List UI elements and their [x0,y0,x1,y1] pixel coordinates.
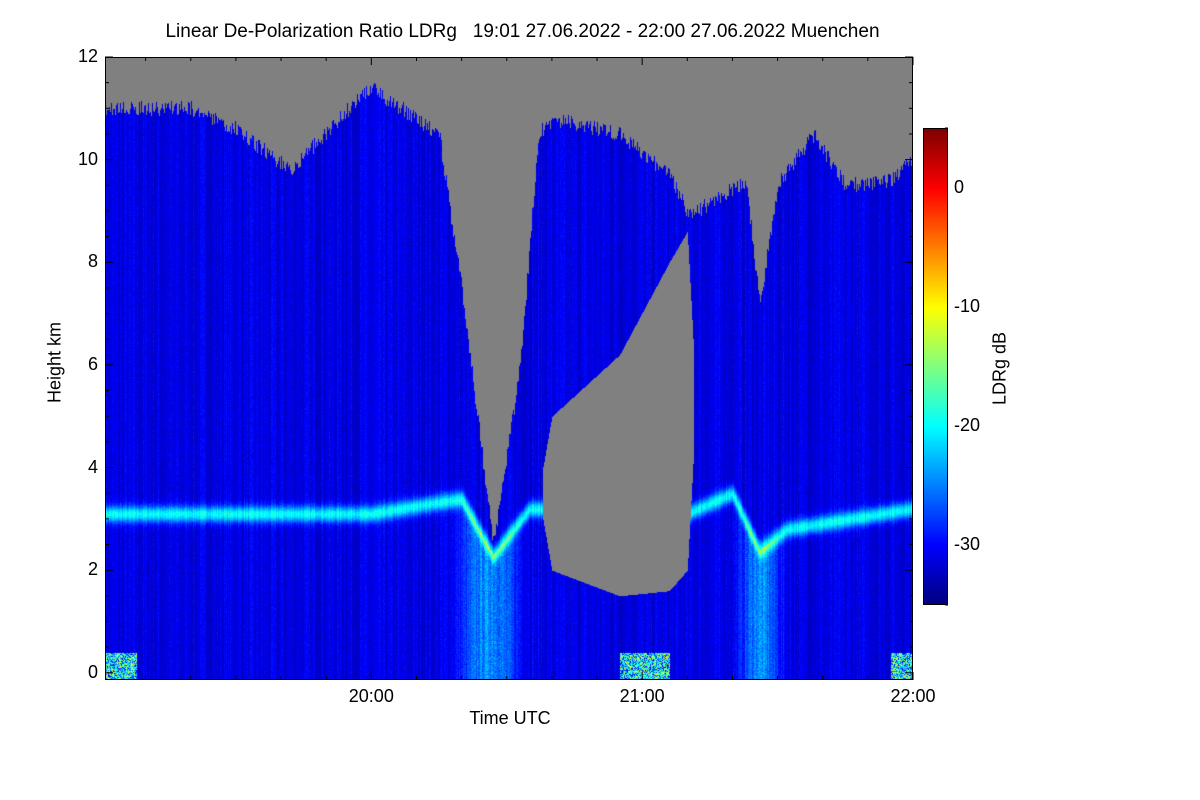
colorbar-tick-label: 0 [954,176,965,197]
plot-frame [105,57,913,680]
y-tick-label: 6 [87,353,98,374]
x-tick-label: 20:00 [348,686,394,706]
x-tick-label: 21:00 [619,686,665,706]
y-tick-label: 12 [77,46,98,66]
x-axis-title: Time UTC [469,708,551,728]
colorbar-tick-label: -30 [954,534,981,555]
x-tick-label: 22:00 [890,686,936,706]
y-tick-label: 4 [87,456,98,477]
y-tick-label: 2 [87,559,98,580]
y-tick-label: 10 [77,148,98,169]
ldr-heatmap [105,57,913,680]
colorbar-title: LDRg dB [989,331,1010,406]
chart-title: Linear De-Polarization Ratio LDRg 19:01 … [165,21,880,42]
y-tick-label: 8 [87,251,98,272]
colorbar [923,128,948,605]
y-axis-title: Height km [44,321,65,404]
y-tick-label: 0 [87,661,98,682]
colorbar-tick-label: -10 [954,295,981,316]
colorbar-tick-label: -20 [954,415,981,436]
